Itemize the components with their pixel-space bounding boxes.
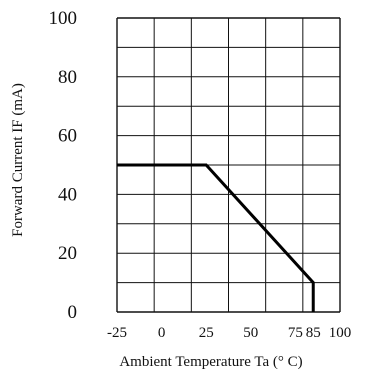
x-tick-label: 75 (288, 325, 303, 341)
series-layer (117, 163, 315, 312)
x-axis-label: Ambient Temperature Ta (° C) (119, 354, 302, 370)
y-tick-label: 100 (49, 8, 78, 29)
x-tick-label: 0 (158, 325, 166, 341)
x-tick-label: 50 (243, 325, 258, 341)
x-tick-label: -25 (107, 325, 127, 341)
x-tick-label: 100 (329, 325, 352, 341)
x-axis-ticks: -25 0 25 50 75 85 100 (107, 325, 351, 341)
y-tick-label: 20 (58, 243, 77, 264)
y-axis-ticks: 0 20 40 60 80 100 (49, 8, 78, 323)
y-tick-label: 60 (58, 126, 77, 147)
y-tick-label: 80 (58, 67, 77, 88)
y-tick-label: 0 (68, 302, 78, 323)
y-tick-label: 40 (58, 184, 77, 205)
x-tick-label: 85 (306, 325, 321, 341)
y-axis-label: Forward Current IF (mA) (10, 83, 26, 237)
x-tick-label: 25 (199, 325, 214, 341)
series-line-0 (117, 163, 315, 312)
